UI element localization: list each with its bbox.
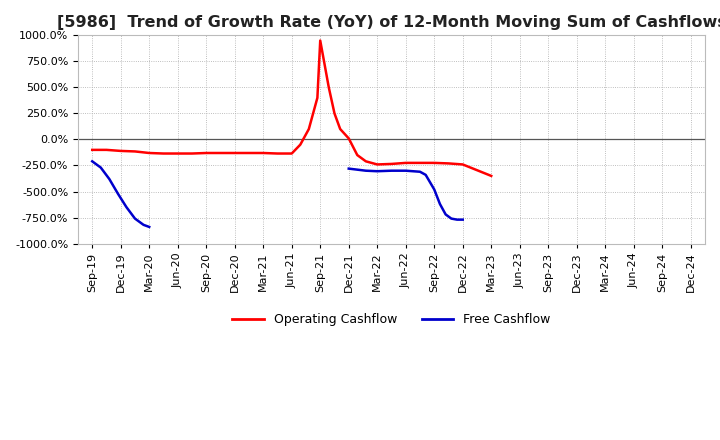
- Legend: Operating Cashflow, Free Cashflow: Operating Cashflow, Free Cashflow: [228, 308, 556, 331]
- Title: [5986]  Trend of Growth Rate (YoY) of 12-Month Moving Sum of Cashflows: [5986] Trend of Growth Rate (YoY) of 12-…: [57, 15, 720, 30]
